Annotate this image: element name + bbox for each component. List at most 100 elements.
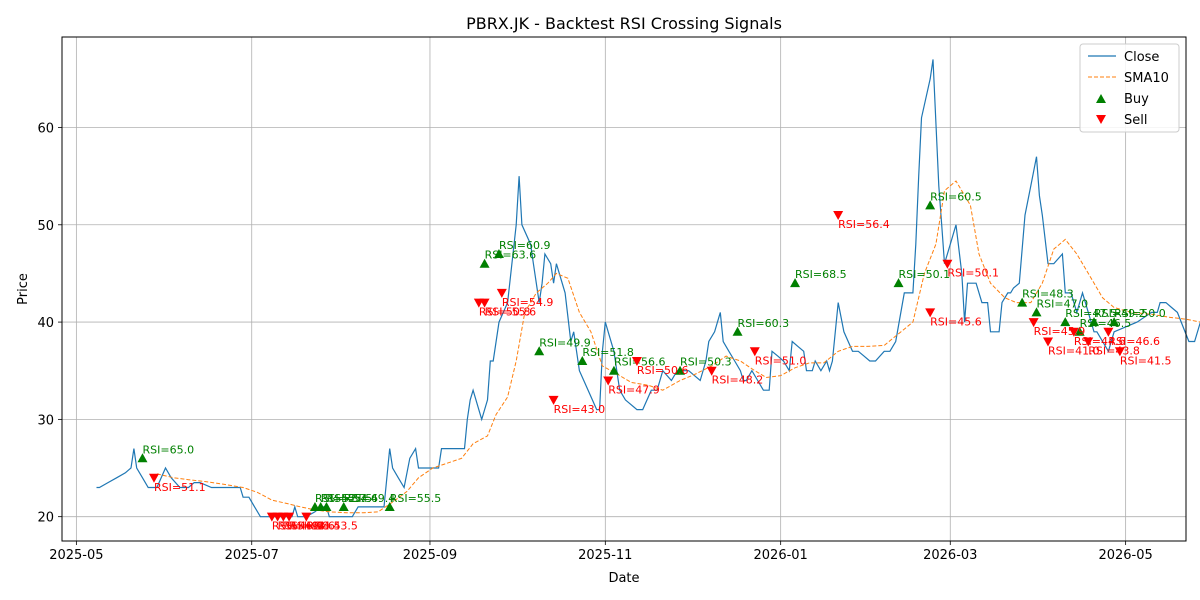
buy-marker: [137, 453, 148, 463]
x-tick-label: 2025-11: [578, 548, 632, 563]
buy-marker: [608, 365, 619, 375]
legend-sell-label: Sell: [1124, 113, 1147, 128]
buy-signal-label: RSI=65.0: [142, 443, 194, 456]
buy-signal-label: RSI=52.7: [315, 492, 367, 505]
plot-frame: [61, 36, 1187, 542]
grid: [62, 37, 1186, 541]
series-layer: [96, 59, 1200, 518]
buy-signal-label: RSI=49.4: [344, 492, 396, 505]
x-tick-label: 2026-05: [1098, 548, 1152, 563]
buy-signal-label: RSI=68.5: [795, 268, 847, 281]
sell-marker: [942, 259, 953, 269]
sell-signal-label: RSI=48.2: [712, 374, 764, 387]
sell-signal-label: RSI=55.6: [485, 306, 537, 319]
sell-marker: [301, 512, 312, 522]
x-tick-label: 2026-03: [923, 548, 977, 563]
buy-signal-label: RSI=60.5: [930, 190, 982, 203]
sma10-line: [156, 180, 1200, 514]
buy-marker: [338, 501, 349, 511]
buy-signal-label: RSI=51.8: [582, 346, 634, 359]
sell-signal-label: RSI=54.9: [502, 296, 554, 309]
buy-signal-label: RSI=55.5: [321, 492, 373, 505]
signal-layer: RSI=65.0RSI=52.7RSI=55.5RSI=54.6RSI=49.4…: [137, 190, 1171, 533]
y-tick-label: 50: [37, 219, 54, 234]
legend-close-label: Close: [1124, 50, 1159, 65]
sell-marker: [1083, 337, 1094, 347]
y-axis-title: Price: [16, 273, 31, 305]
sell-marker: [496, 288, 507, 298]
y-tick-label: 60: [37, 121, 54, 136]
buy-marker: [384, 501, 395, 511]
buy-signal-label: RSI=50.0: [1114, 307, 1166, 320]
buy-marker: [1089, 317, 1100, 327]
buy-marker: [321, 501, 332, 511]
sell-marker: [284, 512, 295, 522]
sell-signal-label: RSI=48.6: [283, 520, 335, 533]
buy-signal-label: RSI=50.1: [899, 268, 951, 281]
close-price-line: [96, 59, 1200, 518]
x-tick-label: 2025-09: [403, 548, 457, 563]
buy-marker: [732, 326, 743, 336]
sell-signal-label: RSI=49.8: [278, 520, 330, 533]
x-axis-title: Date: [608, 571, 639, 586]
buy-signal-label: RSI=47.0: [1037, 297, 1089, 310]
buy-signal-label: RSI=47.5: [1065, 307, 1117, 320]
buy-marker: [675, 365, 686, 375]
sell-marker: [148, 473, 159, 483]
legend-buy-marker-icon: [1096, 94, 1106, 103]
buy-signal-label: RSI=60.9: [499, 239, 551, 252]
sell-signal-label: RSI=43.8: [1088, 345, 1140, 358]
sell-signal-label: RSI=50.8: [479, 306, 531, 319]
sell-signal-label: RSI=43.5: [306, 520, 358, 533]
buy-marker: [493, 248, 504, 258]
sell-marker: [1103, 327, 1114, 337]
buy-marker: [1074, 326, 1085, 336]
buy-marker: [1031, 307, 1042, 317]
buy-signal-label: RSI=54.6: [326, 492, 378, 505]
buy-signal-label: RSI=50.3: [680, 356, 732, 369]
sell-signal-label: RSI=56.4: [838, 218, 890, 231]
sell-signal-label: RSI=44.6: [1074, 335, 1126, 348]
sell-marker: [1028, 318, 1039, 328]
legend-buy-label: Buy: [1124, 92, 1149, 107]
buy-marker: [893, 278, 904, 288]
sell-signal-label: RSI=50.6: [637, 364, 689, 377]
sell-marker: [1043, 337, 1054, 347]
sell-signal-label: RSI=51.0: [755, 354, 807, 367]
y-tick-label: 30: [37, 413, 54, 428]
buy-signal-label: RSI=49.2: [1094, 307, 1146, 320]
sell-marker: [706, 366, 717, 376]
legend: Close SMA10 Buy Sell: [1079, 43, 1180, 133]
sell-signal-label: RSI=43.0: [554, 403, 606, 416]
buy-marker: [534, 346, 545, 356]
sell-marker: [749, 347, 760, 357]
x-tick-label: 2026-01: [754, 548, 808, 563]
sell-signal-label: RSI=41.0: [1048, 345, 1100, 358]
sell-signal-label: RSI=46.6: [1108, 335, 1160, 348]
legend-sell-marker-icon: [1096, 115, 1106, 124]
sell-signal-label: RSI=47.9: [608, 383, 660, 396]
sell-signal-label: RSI=45.6: [930, 315, 982, 328]
buy-signal-label: RSI=56.6: [614, 356, 666, 369]
buy-marker: [1017, 297, 1028, 307]
buy-marker: [1060, 317, 1071, 327]
buy-marker: [925, 200, 936, 210]
buy-signal-label: RSI=60.3: [738, 317, 790, 330]
buy-marker: [577, 356, 588, 365]
legend-sma-label: SMA10: [1124, 71, 1169, 86]
sell-marker: [631, 357, 642, 366]
buy-signal-label: RSI=48.3: [1022, 288, 1074, 301]
chart-title: PBRX.JK - Backtest RSI Crossing Signals: [466, 14, 782, 33]
sell-signal-label: RSI=46.9: [272, 520, 324, 533]
ticks: 2025-05 2025-07 2025-09 2025-11 2026-01 2026-…: [37, 121, 1152, 563]
sell-marker: [833, 211, 844, 221]
y-tick-label: 40: [37, 316, 54, 331]
sell-signal-label: RSI=51.1: [154, 481, 206, 494]
buy-signal-label: RSI=55.5: [390, 492, 442, 505]
legend-box: [1079, 43, 1180, 133]
buy-marker: [479, 258, 490, 268]
sell-marker: [925, 308, 936, 318]
buy-marker: [1109, 317, 1120, 327]
